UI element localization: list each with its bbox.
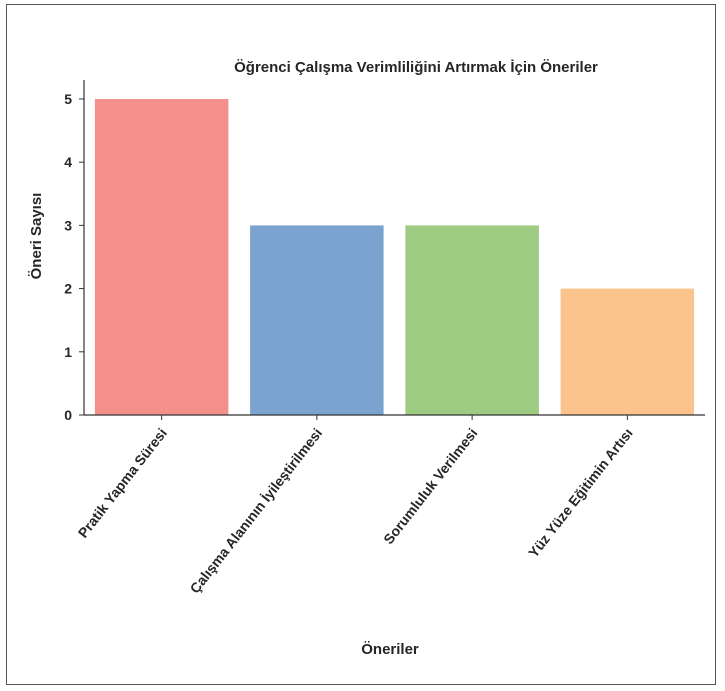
y-tick-label: 2	[64, 281, 72, 297]
x-axis-label: Öneriler	[361, 641, 419, 658]
bar-1	[94, 99, 229, 415]
bar-2	[250, 225, 384, 415]
y-tick-label: 0	[64, 407, 72, 423]
chart-title: Öğrenci Çalışma Verimliliğini Artırmak İ…	[234, 59, 598, 76]
y-axis-label: Öneri Sayısı	[28, 193, 45, 280]
x-tick-label: Yüz Yüze Eğitimin Artısı	[525, 425, 636, 561]
bar-3	[405, 225, 539, 415]
x-tick-label: Çalışma Alanının İyileştirilmesi	[187, 425, 326, 596]
y-tick-label: 1	[64, 344, 72, 360]
y-tick-label: 3	[64, 217, 72, 233]
y-tick-label: 4	[64, 154, 72, 170]
bar-4	[560, 288, 695, 415]
plot-area: Pratik Yapma Süresi Çalışma Alanının İyil…	[64, 80, 705, 596]
y-tick-label: 5	[64, 91, 72, 107]
x-tick-label: Sorumluluk Verilmesi	[380, 425, 480, 547]
x-tick-label: Pratik Yapma Süresi	[75, 425, 170, 541]
